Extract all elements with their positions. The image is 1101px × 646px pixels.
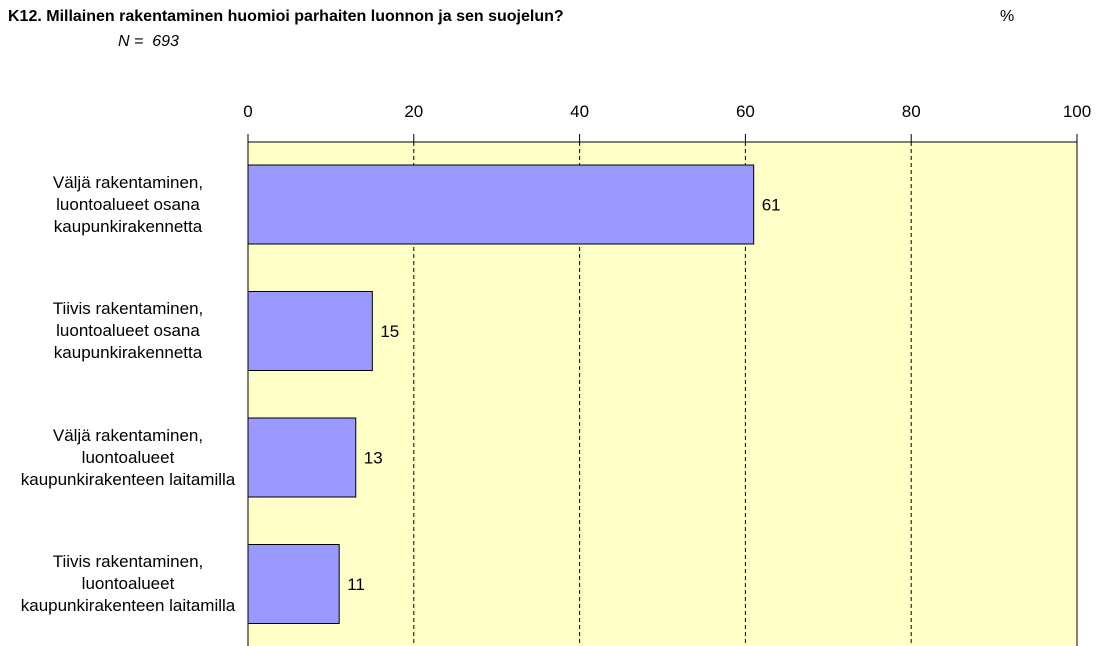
bar [247, 544, 340, 624]
data-label: 15 [380, 322, 399, 341]
x-tick-label: 0 [243, 102, 252, 121]
bar [247, 164, 755, 245]
x-tick-label: 60 [736, 102, 755, 121]
chart-subtitle: N = 693 [118, 33, 179, 50]
chart-title: K12. Millainen rakentaminen huomioi parh… [8, 8, 564, 25]
category-label: Väljä rakentaminen, luontoalueet kaupunk… [20, 425, 236, 489]
x-tick-label: 20 [404, 102, 423, 121]
data-label: 11 [347, 575, 365, 594]
data-label: 61 [762, 196, 781, 215]
data-label: 13 [364, 449, 383, 468]
unit-label: % [1000, 8, 1014, 25]
x-tick-label: 80 [902, 102, 921, 121]
bar [247, 417, 357, 498]
x-tick-label: 40 [570, 102, 589, 121]
bar [247, 291, 373, 371]
category-label: Väljä rakentaminen, luontoalueet osana k… [52, 172, 204, 236]
category-label: Tiivis rakentaminen, luontoalueet kaupun… [20, 552, 236, 615]
category-label: Tiivis rakentaminen, luontoalueet osana … [52, 299, 204, 362]
x-tick-label: 100 [1063, 102, 1091, 121]
